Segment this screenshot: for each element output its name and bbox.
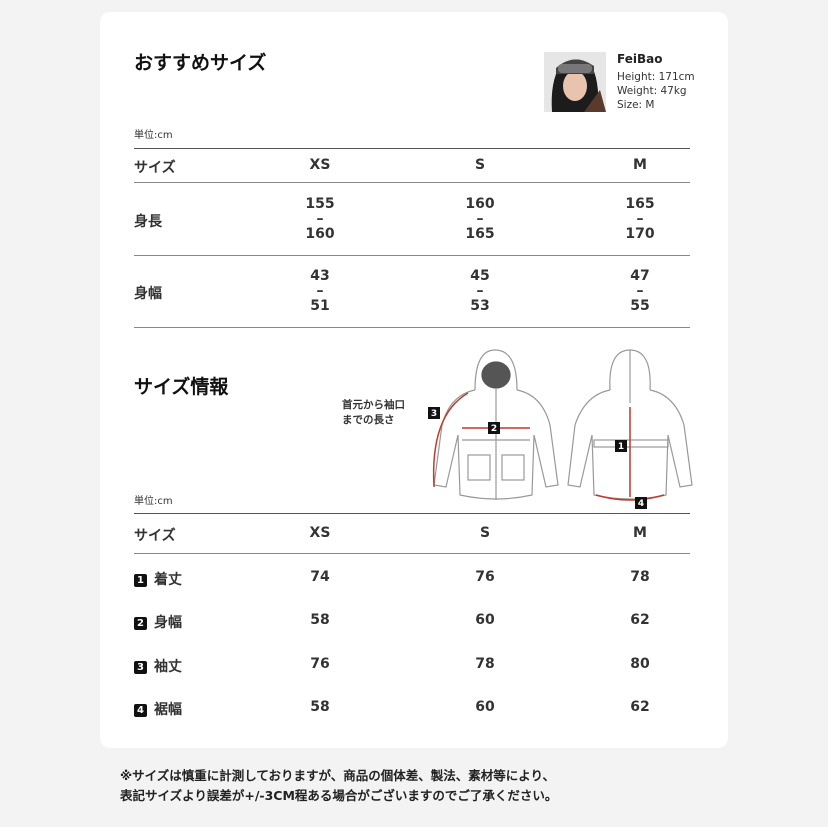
dash: –: [476, 211, 484, 227]
number-badge: 3: [134, 661, 147, 674]
divider: [134, 148, 690, 149]
header-s: S: [479, 525, 491, 541]
measurement-arrows: [432, 392, 665, 501]
dash: –: [316, 283, 324, 299]
measure-value: 80: [630, 656, 650, 672]
measure-label: 4 裾幅: [134, 699, 182, 719]
size-info-title: サイズ情報: [134, 376, 229, 398]
measure-value: 58: [310, 699, 330, 715]
measure-name: 着丈: [154, 572, 182, 588]
header-size: サイズ: [134, 528, 176, 544]
measure-value: 58: [310, 612, 330, 628]
recommended-size-title: おすすめサイズ: [134, 52, 267, 74]
divider: [134, 327, 690, 328]
back-jacket: [567, 349, 693, 500]
marker-3: 3: [431, 409, 437, 419]
model-size: Size: M: [617, 99, 655, 111]
row-label-height: 身長: [134, 214, 162, 230]
dash: –: [636, 211, 644, 227]
divider: [134, 553, 690, 554]
marker-1: 1: [618, 442, 624, 452]
height-m: 165–170: [600, 197, 680, 242]
measure-value: 62: [630, 612, 650, 628]
model-photo: [544, 52, 606, 112]
header-xs: XS: [309, 157, 331, 173]
sleeve-note: 首元から袖口 までの長さ: [342, 398, 405, 428]
marker-2: 2: [491, 424, 497, 434]
value: 160: [465, 196, 495, 212]
model-height: Height: 171cm: [617, 71, 695, 83]
dash: –: [476, 283, 484, 299]
value: 51: [310, 298, 330, 314]
value: 43: [310, 268, 330, 284]
note-line: までの長さ: [342, 414, 395, 426]
value: 165: [625, 196, 655, 212]
note-line: 表記サイズより誤差が+/-3CM程ある場合がございますのでご了承ください。: [120, 788, 558, 803]
number-badge: 2: [134, 617, 147, 630]
height-s: 160–165: [440, 197, 520, 242]
unit-label: 単位:cm: [134, 496, 173, 507]
value: 55: [630, 298, 650, 314]
header-size: サイズ: [134, 160, 176, 176]
row-label-width: 身幅: [134, 286, 162, 302]
number-badge: 4: [134, 704, 147, 717]
size-chart-card: [100, 12, 728, 748]
header-xs: XS: [309, 525, 331, 541]
value: 47: [630, 268, 650, 284]
measure-label: 3 袖丈: [134, 656, 182, 676]
measure-value: 76: [475, 569, 495, 585]
measure-label: 1 着丈: [134, 569, 182, 589]
front-jacket: [433, 349, 559, 500]
model-weight: Weight: 47kg: [617, 85, 687, 97]
note-line: 首元から袖口: [342, 399, 405, 411]
measure-value: 74: [310, 569, 330, 585]
divider: [134, 513, 690, 514]
value: 155: [305, 196, 335, 212]
note-line: ※サイズは慎重に計測しておりますが、商品の個体差、製法、素材等により、: [120, 768, 556, 783]
measure-value: 78: [475, 656, 495, 672]
divider: [134, 255, 690, 256]
model-name: FeiBao: [617, 52, 663, 66]
height-xs: 155–160: [280, 197, 360, 242]
header-m: M: [633, 525, 647, 541]
measure-label: 2 身幅: [134, 612, 182, 632]
jacket-diagram: 3 2 1 4: [428, 349, 693, 509]
value: 160: [305, 226, 335, 242]
width-s: 45–53: [440, 269, 520, 314]
header-m: M: [633, 157, 647, 173]
unit-label: 単位:cm: [134, 130, 173, 141]
dash: –: [316, 211, 324, 227]
measure-value: 60: [475, 699, 495, 715]
measure-value: 62: [630, 699, 650, 715]
measure-name: 身幅: [154, 615, 182, 631]
divider: [134, 182, 690, 183]
marker-4: 4: [638, 499, 644, 509]
model-info: FeiBao Height: 171cm Weight: 47kg Size: …: [617, 52, 695, 112]
value: 165: [465, 226, 495, 242]
measure-value: 60: [475, 612, 495, 628]
value: 53: [470, 298, 490, 314]
measure-name: 袖丈: [154, 659, 182, 675]
measure-value: 78: [630, 569, 650, 585]
disclaimer-note: ※サイズは慎重に計測しておりますが、商品の個体差、製法、素材等により、 表記サイ…: [120, 766, 557, 806]
number-badge: 1: [134, 574, 147, 587]
width-m: 47–55: [600, 269, 680, 314]
measure-name: 裾幅: [154, 702, 182, 718]
width-xs: 43–51: [280, 269, 360, 314]
header-s: S: [474, 157, 486, 173]
value: 45: [470, 268, 490, 284]
value: 170: [625, 226, 655, 242]
dash: –: [636, 283, 644, 299]
measure-value: 76: [310, 656, 330, 672]
